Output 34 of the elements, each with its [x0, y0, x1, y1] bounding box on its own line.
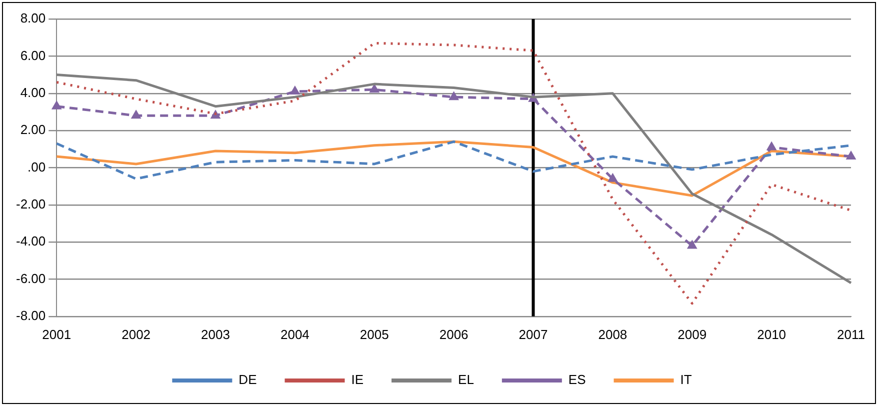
legend-label: DE — [238, 372, 258, 388]
x-tick-label: 2007 — [518, 326, 548, 342]
point — [290, 85, 300, 94]
x-tick-label: 2010 — [757, 326, 786, 342]
legend-label: IE — [351, 372, 364, 388]
x-tick-label: 2003 — [201, 326, 230, 342]
y-tick-label: -4.00 — [16, 234, 46, 249]
legend-label: IT — [680, 372, 692, 388]
x-tick-label: 2011 — [837, 326, 865, 342]
x-tick-label: 2005 — [360, 326, 389, 342]
y-tick-label: .00 — [28, 159, 46, 174]
point — [686, 240, 698, 249]
y-tick-label: -6.00 — [16, 270, 46, 286]
point — [51, 100, 62, 110]
y-tick-label: -8.00 — [16, 308, 46, 323]
point — [130, 110, 142, 119]
y-tick-label: 4.00 — [20, 84, 46, 100]
y-tick-label: 8.00 — [20, 10, 46, 26]
x-tick-label: 2004 — [280, 326, 310, 342]
y-tick-label: 6.00 — [20, 48, 46, 63]
legend-label: EL — [458, 372, 474, 388]
point — [766, 141, 777, 150]
x-tick-label: 2002 — [122, 326, 151, 342]
point — [369, 84, 380, 93]
x-tick-label: 2009 — [678, 326, 707, 342]
point — [607, 172, 618, 182]
point — [846, 150, 856, 160]
point — [448, 91, 460, 100]
legend-label: ES — [568, 372, 586, 388]
y-tick-label: 2.00 — [20, 122, 46, 138]
x-tick-label: 2008 — [598, 326, 628, 342]
x-tick-label: 2001 — [42, 326, 72, 342]
y-tick-label: -2.00 — [16, 196, 46, 212]
x-tick-label: 2006 — [439, 326, 468, 342]
